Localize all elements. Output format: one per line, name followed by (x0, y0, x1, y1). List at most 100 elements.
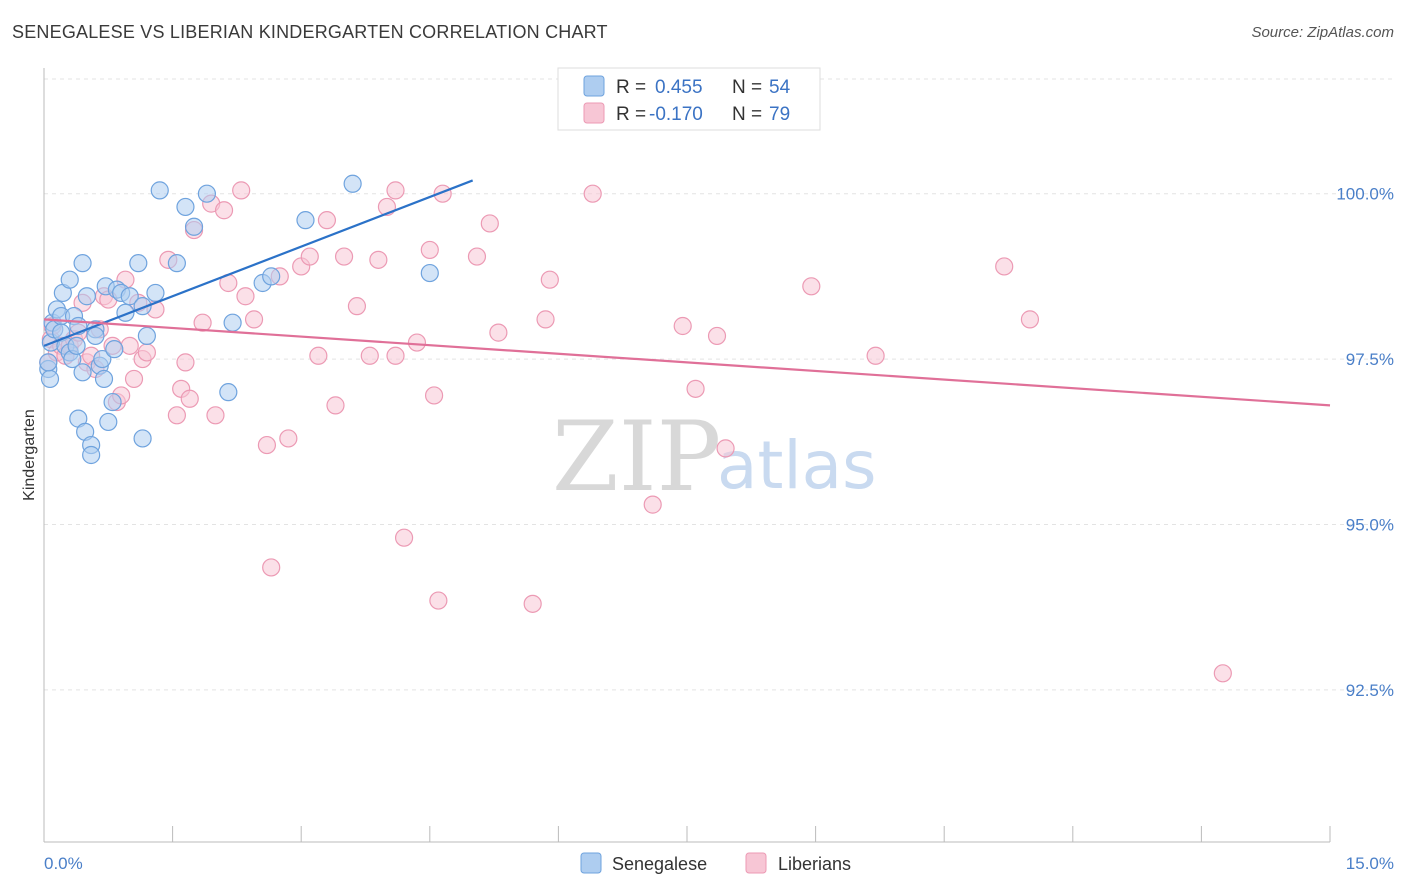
liberians-point-76 (995, 257, 1014, 276)
legend-swatch-liberians (583, 102, 605, 124)
liberians-point-39 (244, 310, 264, 329)
legend-r-label-senegalese: R = (616, 77, 646, 98)
gridlines (44, 78, 1392, 691)
liberians-point-29 (176, 353, 195, 372)
liberians-trend-line (43, 318, 1331, 407)
senegalese-point-29 (99, 412, 118, 432)
senegalese-trend-line (43, 179, 474, 347)
liberians-point-38 (236, 287, 255, 306)
senegalese-point-17 (73, 254, 92, 273)
liberians-point-47 (317, 211, 337, 230)
liberians-point-52 (369, 250, 388, 269)
liberians-point-46 (309, 346, 328, 365)
senegalese-point-27 (94, 369, 114, 389)
liberians-point-73 (716, 439, 735, 458)
liberians-point-74 (802, 277, 821, 296)
senegalese-point-50 (296, 211, 315, 230)
liberians-point-65 (523, 594, 542, 613)
liberians-point-68 (583, 184, 602, 203)
senegalese-point-1 (40, 369, 60, 389)
liberians-point-50 (347, 297, 367, 316)
trend-lines (43, 179, 1331, 407)
liberians-point-59 (424, 386, 444, 405)
liberians-point-72 (707, 326, 727, 346)
senegalese-point-41 (150, 181, 169, 200)
liberians-point-78 (1213, 664, 1232, 683)
liberians-point-54 (386, 346, 405, 365)
liberians-point-75 (866, 346, 885, 365)
senegalese-point-40 (146, 283, 165, 303)
y-tick-labels: 92.5% 95.0% 97.5% 100.0% (1336, 185, 1394, 700)
senegalese-point-11 (60, 270, 79, 289)
bottom-legend-swatch-senegalese (580, 852, 602, 874)
senegalese-points (39, 174, 439, 465)
senegalese-point-43 (176, 197, 195, 217)
liberians-point-60 (429, 591, 448, 610)
senegalese-point-39 (137, 326, 156, 346)
legend-n-label-liberians: N = (732, 104, 762, 125)
liberians-point-32 (193, 313, 212, 332)
legend-swatch-senegalese (583, 75, 605, 97)
y-tick-label-0: 92.5% (1346, 681, 1394, 700)
liberians-point-20 (120, 336, 139, 355)
bottom-legend-swatch-liberians (745, 852, 767, 874)
senegalese-point-49 (262, 267, 281, 286)
chart-title: SENEGALESE VS LIBERIAN KINDERGARTEN CORR… (12, 22, 608, 42)
watermark-atlas: atlas (717, 427, 877, 504)
bottom-legend: Senegalese Liberians (580, 852, 851, 874)
x-ticks (43, 826, 1331, 842)
senegalese-point-51 (343, 174, 362, 193)
liberians-point-57 (407, 333, 427, 352)
liberians-point-30 (180, 389, 199, 408)
liberians-point-71 (686, 379, 705, 398)
senegalese-point-14 (67, 336, 86, 355)
legend-r-label-liberians: R = (616, 104, 646, 125)
senegalese-point-45 (197, 184, 216, 203)
liberians-point-69 (643, 495, 662, 514)
watermark: ZIP atlas (552, 401, 877, 513)
liberians-point-43 (279, 429, 298, 448)
senegalese-point-22 (82, 445, 101, 465)
watermark-zip: ZIP (552, 401, 721, 513)
bottom-legend-label-liberians: Liberians (778, 854, 851, 874)
liberians-point-34 (206, 406, 225, 425)
senegalese-point-20 (77, 287, 96, 306)
bottom-legend-label-senegalese: Senegalese (612, 854, 707, 874)
liberians-point-51 (360, 346, 379, 365)
senegalese-point-47 (223, 313, 242, 332)
senegalese-point-52 (420, 263, 439, 283)
liberians-point-56 (394, 528, 414, 547)
y-tick-label-3: 100.0% (1336, 185, 1394, 204)
liberians-point-40 (257, 435, 277, 455)
senegalese-point-36 (129, 254, 148, 273)
x-tick-label-min: 0.0% (44, 854, 83, 873)
liberians-point-64 (489, 323, 508, 342)
legend-r-value-senegalese: 0.455 (655, 77, 703, 98)
liberians-point-24 (137, 343, 156, 362)
senegalese-point-44 (184, 217, 204, 236)
liberians-point-21 (124, 369, 144, 389)
liberians-point-41 (262, 558, 281, 577)
senegalese-point-31 (105, 340, 124, 359)
liberians-point-66 (536, 310, 555, 329)
liberians-point-67 (540, 270, 559, 289)
liberians-point-63 (480, 214, 499, 233)
senegalese-point-35 (120, 287, 139, 306)
liberians-point-58 (420, 240, 439, 260)
y-axis-label: Kindergarten (21, 409, 38, 501)
senegalese-point-42 (167, 254, 186, 273)
senegalese-point-53 (39, 353, 58, 372)
senegalese-point-26 (93, 349, 112, 369)
legend-n-label-senegalese: N = (732, 77, 762, 98)
liberians-point-27 (167, 406, 186, 425)
chart-source: Source: ZipAtlas.com (1251, 24, 1394, 41)
liberians-point-48 (326, 396, 345, 415)
x-tick-label-max: 15.0% (1346, 854, 1394, 873)
liberians-point-49 (334, 247, 354, 266)
liberians-point-77 (1020, 310, 1040, 329)
y-tick-label-2: 97.5% (1346, 350, 1394, 369)
senegalese-point-38 (133, 429, 152, 448)
liberians-point-55 (386, 181, 405, 200)
liberians-point-70 (673, 316, 692, 336)
